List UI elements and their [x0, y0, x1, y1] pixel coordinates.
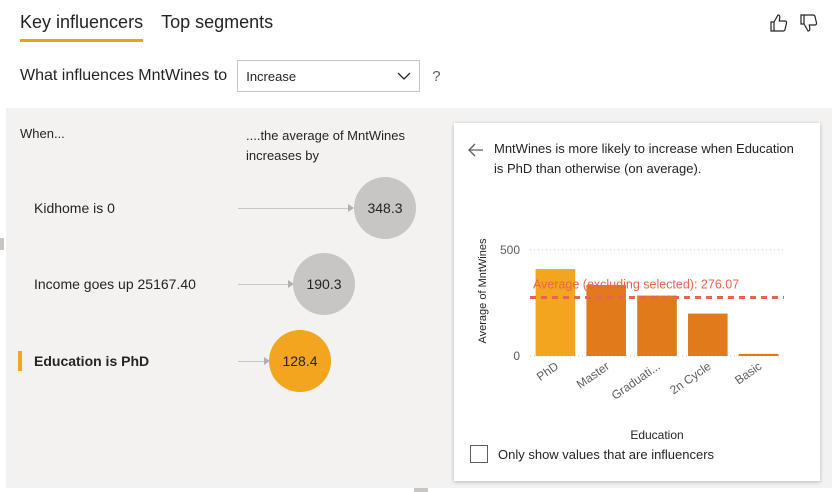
connector-line: [238, 208, 350, 209]
bar-0[interactable]: [535, 269, 576, 356]
influence-bubble: 190.3: [293, 253, 355, 315]
influence-bubble: 348.3: [354, 177, 416, 239]
y-axis-ticks: 0 500: [500, 243, 520, 363]
thumbs-down-icon[interactable]: [798, 12, 820, 34]
x-tick-label: PhD: [534, 359, 561, 384]
bar-2[interactable]: [637, 295, 677, 356]
influencer-label: Income goes up 25167.40: [34, 276, 196, 292]
back-arrow-icon[interactable]: [468, 143, 484, 162]
influencers-only-checkbox[interactable]: [470, 445, 488, 463]
question-row: What influences MntWines to Increase ?: [20, 60, 441, 92]
direction-dropdown[interactable]: Increase: [237, 60, 421, 92]
average-header: ....the average of MntWines increases by: [246, 128, 405, 163]
resize-handle[interactable]: [0, 238, 4, 250]
feedback-buttons: [768, 12, 820, 34]
arrow-icon: [264, 357, 270, 365]
influencer-label: Education is PhD: [34, 353, 150, 369]
influencer-row[interactable]: Kidhome is 0 348.3: [6, 177, 446, 239]
x-tick-label: Graduati...: [609, 359, 663, 403]
selection-indicator: [18, 351, 22, 371]
x-tick-label: Basic: [732, 359, 764, 387]
bar-1[interactable]: [586, 284, 627, 356]
influencer-row[interactable]: Income goes up 25167.40 190.3: [6, 253, 446, 315]
education-chart: 0 500 Average (excluding selected): 276.0…: [477, 238, 784, 442]
resize-handle[interactable]: [414, 488, 428, 492]
influencer-row-selected[interactable]: Education is PhD 128.4: [6, 330, 446, 392]
connector-line: [238, 284, 290, 285]
y-tick-label: 500: [500, 243, 520, 257]
influencers-only-option: Only show values that are influencers: [470, 445, 714, 463]
x-axis-label: Education: [630, 428, 683, 442]
bar-4[interactable]: [738, 353, 779, 356]
arrow-icon: [348, 204, 354, 212]
y-tick-label: 0: [513, 349, 520, 363]
tab-top-segments[interactable]: Top segments: [161, 12, 274, 32]
x-tick-label: 2n Cycle: [667, 359, 714, 397]
x-tick-label: Master: [574, 359, 612, 392]
chart-bars: [535, 269, 779, 356]
dropdown-value: Increase: [246, 68, 297, 84]
detail-title: MntWines is more likely to increase when…: [494, 141, 794, 176]
thumbs-up-icon[interactable]: [768, 12, 790, 34]
influence-bubble: 128.4: [269, 330, 331, 392]
tab-key-influencers[interactable]: Key influencers: [20, 12, 144, 42]
detail-panel: MntWines is more likely to increase when…: [454, 123, 820, 481]
y-axis-label: Average of MntWines: [477, 238, 489, 343]
average-line-label: Average (excluding selected): 276.07: [533, 277, 739, 291]
influencer-label: Kidhome is 0: [34, 200, 115, 216]
bar-3[interactable]: [687, 313, 728, 356]
when-header: When...: [20, 126, 65, 141]
average-line-group: Average (excluding selected): 276.07: [530, 277, 784, 299]
chevron-down-icon: [397, 72, 411, 80]
question-label: What influences MntWines to: [20, 67, 228, 84]
help-icon[interactable]: ?: [432, 67, 441, 85]
arrow-icon: [288, 280, 294, 288]
checkbox-label: Only show values that are influencers: [498, 446, 715, 462]
tab-bar: Key influencers Top segments: [20, 12, 273, 42]
connector-line: [238, 361, 266, 362]
